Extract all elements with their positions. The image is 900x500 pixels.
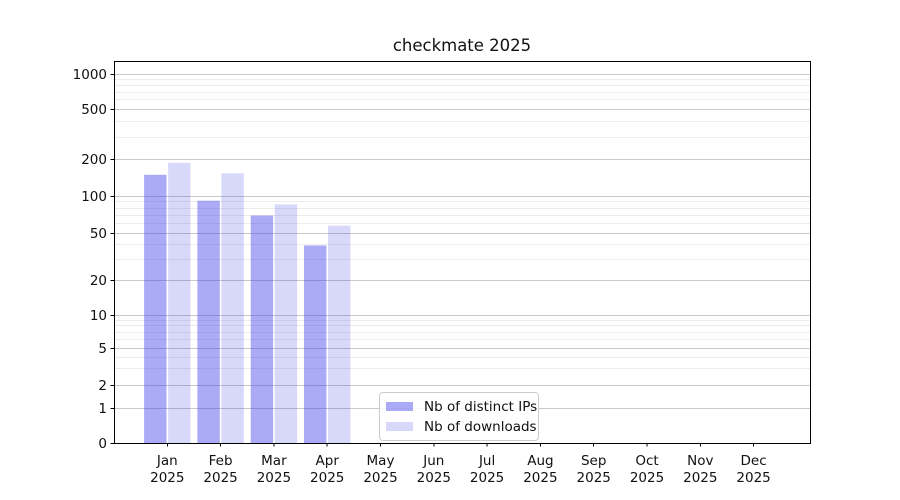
x-tick-label-year: 2025: [203, 470, 237, 486]
x-tick-label-month: May: [367, 453, 395, 469]
x-tick-label-year: 2025: [150, 470, 184, 486]
x-tick-label-year: 2025: [470, 470, 504, 486]
x-tick-label-month: Oct: [635, 453, 658, 469]
x-tick-label-month: Apr: [316, 453, 340, 469]
x-tick-label-month: Sep: [581, 453, 606, 469]
bar-nb-of-distinct-ips: [250, 215, 274, 443]
x-tick-label-month: Mar: [261, 453, 287, 469]
x-tick-label-year: 2025: [523, 470, 557, 486]
x-tick-label-month: Jul: [478, 453, 495, 469]
y-tick-label: 100: [81, 189, 107, 205]
x-tick-label-year: 2025: [257, 470, 291, 486]
x-tick-label-year: 2025: [577, 470, 611, 486]
bar-nb-of-downloads: [274, 204, 298, 443]
legend-label-downloads: Nb of downloads: [424, 418, 537, 435]
minor-gridlines: [114, 79, 810, 369]
bar-nb-of-distinct-ips: [304, 245, 327, 443]
legend: Nb of distinct IPs Nb of downloads: [379, 392, 539, 441]
x-tick-label-month: Feb: [209, 453, 233, 469]
plot-border: [114, 61, 811, 444]
y-axis-ticks: 0 1 2 5 10 20 50 100 200 500 1000: [73, 67, 114, 452]
x-tick-label-month: Jun: [422, 453, 444, 469]
x-tick-label-month: Aug: [527, 453, 553, 469]
bar-nb-of-distinct-ips: [197, 200, 220, 443]
legend-item-distinct-ips: Nb of distinct IPs: [386, 398, 537, 415]
major-gridlines: [114, 74, 810, 409]
x-tick-label-year: 2025: [736, 470, 770, 486]
y-tick-label: 0: [98, 436, 107, 452]
bar-groups: [144, 162, 351, 444]
x-tick-label-year: 2025: [417, 470, 451, 486]
y-tick-label: 10: [90, 308, 107, 324]
x-tick-label-year: 2025: [683, 470, 717, 486]
y-tick-label: 5: [98, 341, 107, 357]
legend-item-downloads: Nb of downloads: [386, 418, 537, 435]
x-tick-label-year: 2025: [363, 470, 397, 486]
bar-nb-of-distinct-ips: [144, 174, 167, 444]
chart-title: checkmate 2025: [392, 36, 532, 55]
y-tick-label: 200: [81, 152, 107, 168]
y-tick-label: 2: [98, 378, 107, 394]
x-tick-label-year: 2025: [630, 470, 664, 486]
y-tick-label: 1000: [73, 67, 107, 83]
bar-nb-of-downloads: [221, 173, 244, 444]
bar-nb-of-downloads: [328, 225, 351, 443]
x-axis-ticks: Jan2025Feb2025Mar2025Apr2025May2025Jun20…: [150, 443, 771, 486]
x-tick-label-month: Dec: [741, 453, 767, 469]
y-tick-label: 500: [81, 102, 107, 118]
bar-nb-of-downloads: [168, 162, 191, 443]
x-tick-label-year: 2025: [310, 470, 344, 486]
legend-swatch-distinct-ips: [386, 402, 413, 411]
y-tick-label: 1: [98, 401, 107, 417]
x-tick-label-month: Jan: [156, 453, 178, 469]
plot-frame: [114, 61, 811, 444]
x-tick-label-month: Nov: [687, 453, 713, 469]
y-tick-label: 20: [90, 273, 107, 289]
legend-label-distinct-ips: Nb of distinct IPs: [424, 398, 538, 415]
y-tick-label: 50: [90, 226, 107, 242]
legend-swatch-downloads: [386, 422, 413, 431]
